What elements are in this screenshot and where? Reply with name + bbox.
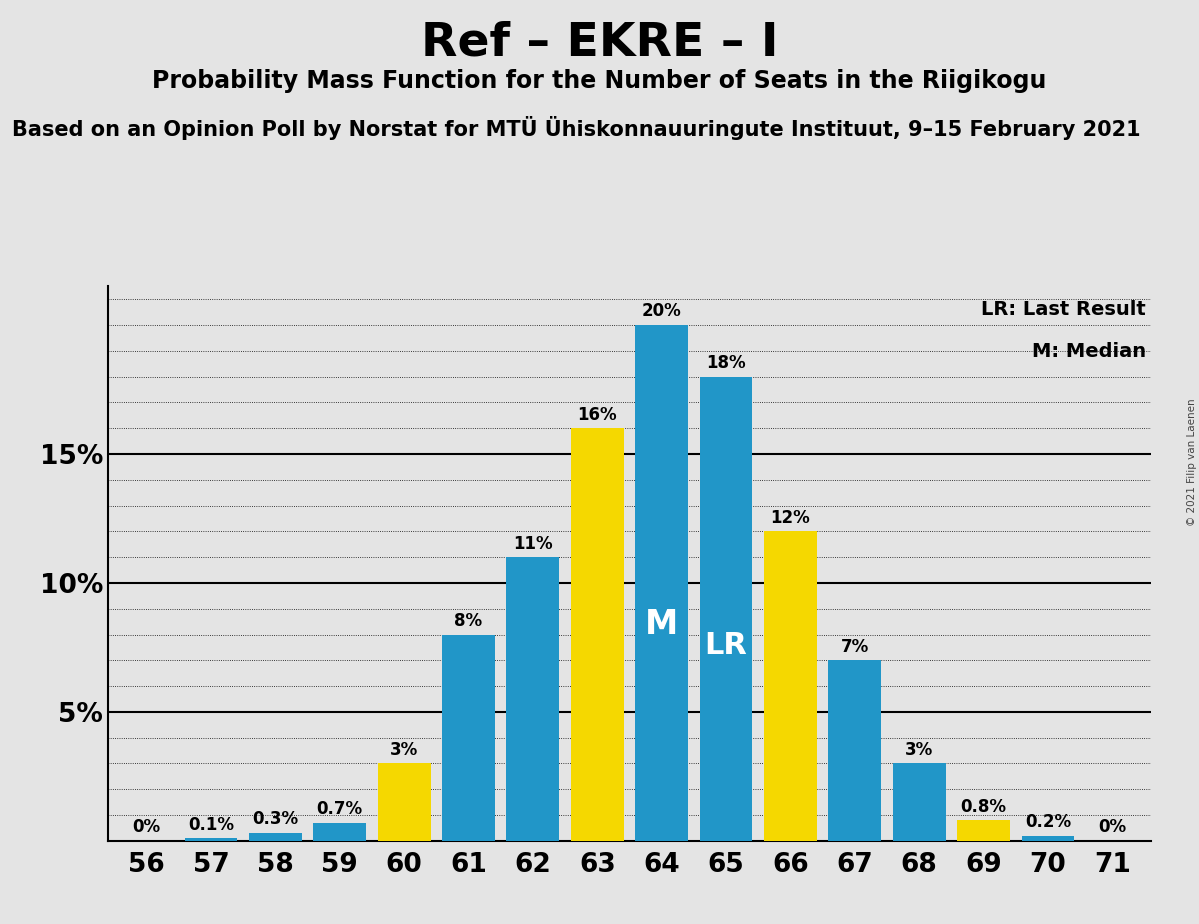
Bar — [1022, 835, 1074, 841]
Bar — [764, 531, 817, 841]
Text: 18%: 18% — [706, 354, 746, 372]
Text: 0%: 0% — [132, 818, 161, 836]
Text: © 2021 Filip van Laenen: © 2021 Filip van Laenen — [1187, 398, 1197, 526]
Text: 8%: 8% — [454, 612, 482, 630]
Text: M: M — [645, 608, 679, 640]
Text: 0.1%: 0.1% — [188, 816, 234, 833]
Text: Ref – EKRE – I: Ref – EKRE – I — [421, 20, 778, 66]
Text: 20%: 20% — [641, 302, 681, 321]
Text: 16%: 16% — [578, 406, 617, 423]
Text: 0%: 0% — [1098, 818, 1127, 836]
Text: Based on an Opinion Poll by Norstat for MTÜ Ühiskonnauuringute Instituut, 9–15 F: Based on an Opinion Poll by Norstat for … — [12, 116, 1140, 140]
Bar — [185, 838, 237, 841]
Text: 3%: 3% — [905, 741, 933, 759]
Text: 0.3%: 0.3% — [252, 810, 299, 829]
Bar — [571, 428, 623, 841]
Bar — [829, 661, 881, 841]
Text: 0.2%: 0.2% — [1025, 813, 1071, 831]
Text: LR: LR — [705, 631, 747, 661]
Text: 0.7%: 0.7% — [317, 800, 363, 818]
Bar — [506, 557, 559, 841]
Text: 11%: 11% — [513, 535, 553, 553]
Bar — [442, 635, 495, 841]
Text: 0.8%: 0.8% — [960, 797, 1007, 816]
Bar — [893, 763, 946, 841]
Bar — [249, 833, 302, 841]
Bar — [957, 821, 1010, 841]
Bar — [635, 325, 688, 841]
Text: 7%: 7% — [840, 638, 869, 656]
Text: Probability Mass Function for the Number of Seats in the Riigikogu: Probability Mass Function for the Number… — [152, 69, 1047, 93]
Text: 3%: 3% — [390, 741, 418, 759]
Bar — [378, 763, 430, 841]
Bar — [700, 377, 753, 841]
Text: LR: Last Result: LR: Last Result — [981, 300, 1146, 320]
Text: 12%: 12% — [771, 509, 811, 527]
Text: M: Median: M: Median — [1031, 342, 1146, 361]
Bar — [313, 822, 366, 841]
